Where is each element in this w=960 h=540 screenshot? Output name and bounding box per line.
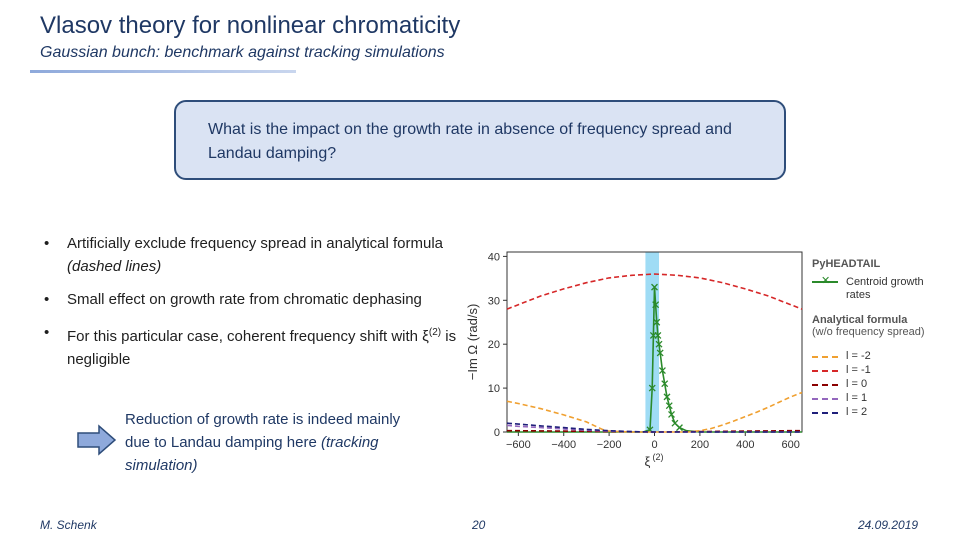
bullet-italic: (dashed lines): [67, 258, 162, 275]
bullet-item: • For this particular case, coherent fre…: [40, 321, 460, 371]
bullet-text: Artificially exclude frequency spread in…: [67, 235, 444, 252]
legend-label: l = 1: [846, 392, 868, 404]
x-tick-label: −600: [506, 439, 531, 451]
bullet-superscript: (2): [428, 327, 442, 338]
bullet-text: Small effect on growth rate from chromat…: [67, 291, 422, 308]
legend-label: Centroid growth rates: [846, 276, 924, 301]
data-point-marker: [658, 367, 666, 374]
legend-analytical-note: (w/o frequency spread): [812, 326, 925, 338]
slide-subtitle: Gaussian bunch: benchmark against tracki…: [40, 44, 445, 62]
legend-swatch: [812, 281, 838, 283]
right-arrow-icon: [77, 424, 117, 456]
legend-label: l = 2: [846, 406, 868, 418]
bullet-text-after: is negligible: [67, 328, 457, 368]
legend-label: l = -1: [846, 364, 871, 376]
series-line: [506, 422, 802, 433]
y-tick-label: 0: [494, 427, 500, 439]
bullet-list: • Artificially exclude frequency spread …: [40, 232, 460, 381]
conclusion-main: Reduction of growth rate is indeed mainl…: [125, 411, 401, 451]
conclusion-text: Reduction of growth rate is indeed mainl…: [125, 408, 425, 477]
data-point-marker: [668, 410, 675, 418]
legend-title-tracking: PyHEADTAIL: [812, 258, 881, 270]
bullet-item: • Small effect on growth rate from chrom…: [40, 288, 460, 311]
x-axis-label: ξ: [645, 454, 651, 469]
x-tick-label: 400: [736, 439, 754, 451]
legend-entry: l = 0: [812, 378, 952, 392]
bullet-dot: •: [44, 291, 50, 308]
subtitle-bold: Gaussian bunch:: [40, 44, 161, 61]
footer-page-number: 20: [472, 518, 486, 532]
x-tick-label: 200: [691, 439, 709, 451]
legend-entry-tracking: ✕ Centroid growth rates: [812, 275, 952, 304]
legend-entry: l = -2: [812, 350, 952, 364]
bullet-text: For this particular case, coherent frequ…: [67, 328, 429, 345]
data-point-marker: [656, 349, 664, 357]
data-point-marker: [651, 283, 658, 291]
legend-entry: l = 1: [812, 392, 952, 406]
data-point-marker: [648, 384, 656, 392]
data-point-marker: [665, 402, 673, 410]
legend-entry: l = -1: [812, 364, 952, 378]
y-tick-label: 30: [488, 295, 500, 307]
y-tick-label: 40: [488, 251, 500, 263]
footer-author: M. Schenk: [40, 518, 97, 532]
legend-swatch: [812, 412, 838, 414]
question-text: What is the impact on the growth rate in…: [208, 121, 732, 162]
chart-legend: PyHEADTAIL ✕ Centroid growth rates Analy…: [812, 258, 952, 420]
y-tick-label: 10: [488, 383, 500, 395]
data-point-marker: [655, 340, 663, 348]
legend-swatch: [812, 384, 838, 386]
title-underline: [30, 70, 296, 73]
cross-marker-icon: ✕: [821, 275, 831, 287]
x-tick-label: −400: [551, 439, 576, 451]
x-tick-label: 0: [651, 439, 657, 451]
bullet-dot: •: [44, 235, 50, 252]
legend-label: l = -2: [846, 350, 871, 362]
bullet-dot: •: [44, 324, 50, 341]
y-axis-label: −Im Ω (rad/s): [465, 304, 480, 381]
conclusion-italic: (tracking simulation): [125, 434, 379, 474]
legend-swatch: [812, 356, 838, 358]
legend-entry: l = 2: [812, 406, 952, 420]
data-point-marker: [661, 380, 669, 388]
slide-title: Vlasov theory for nonlinear chromaticity: [40, 12, 461, 39]
growth-rate-chart: −600 −400 −200 0 200 400 600 0 10 20 30 40 −Im Ω (ra…: [465, 251, 803, 469]
legend-swatch: [812, 398, 838, 400]
data-point-marker: [676, 424, 683, 432]
legend-label: l = 0: [846, 378, 868, 390]
data-point-marker: [654, 331, 662, 339]
x-axis-label-superscript: (2): [653, 452, 664, 462]
legend-title-analytical: Analytical formula: [812, 314, 908, 326]
question-box: What is the impact on the growth rate in…: [174, 100, 786, 180]
subtitle-rest: benchmark against tracking simulations: [160, 44, 445, 61]
x-tick-label: −200: [597, 439, 622, 451]
legend-swatch: [812, 370, 838, 372]
footer-date: 24.09.2019: [858, 518, 919, 532]
x-tick-label: 600: [781, 439, 799, 451]
data-point-marker: [663, 393, 671, 401]
data-point-marker: [653, 318, 661, 326]
bullet-item: • Artificially exclude frequency spread …: [40, 232, 460, 278]
y-tick-label: 20: [488, 339, 500, 351]
data-point-marker: [652, 301, 660, 309]
series-line: [506, 273, 803, 310]
